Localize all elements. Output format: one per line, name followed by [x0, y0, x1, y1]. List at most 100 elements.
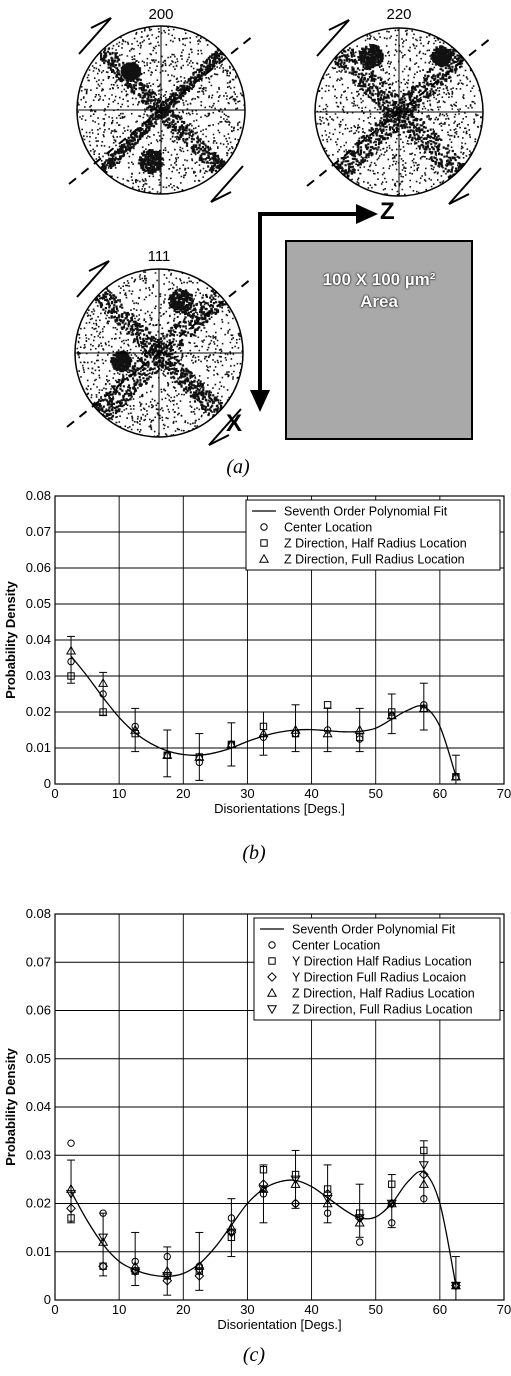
series-triangle-down: [65, 1161, 461, 1291]
data-point-triangle-down: [354, 1214, 365, 1224]
x-tick-label: 40: [304, 786, 318, 801]
data-point-circle: [67, 1139, 75, 1147]
data-point-circle: [388, 1219, 396, 1227]
pole-figure-111: [66, 260, 252, 446]
chart-b: 0 10 20 30 40 50 60 70 0 0.01 0.02 0.03 0.04 0.05 0.06…: [3, 490, 511, 816]
x-tick-label: 50: [368, 786, 382, 801]
data-point-circle: [131, 1257, 139, 1266]
data-point-triangle-down: [98, 1233, 109, 1243]
x-axis-label: Disorientations [Degs.]: [214, 801, 345, 816]
legend-entry-label: Seventh Order Polynomial Fit: [284, 505, 448, 519]
data-point-triangle-up: [162, 1265, 173, 1275]
data-point-triangle-down: [162, 1272, 173, 1282]
y-tick-label: 0.08: [26, 490, 51, 503]
chart-grid: [55, 914, 504, 1300]
shear-arrow-top: [78, 17, 112, 55]
pole-figure-220: [306, 19, 492, 205]
data-point-diamond: [66, 1203, 76, 1214]
legend-entry-label: Z Direction, Full Radius Location: [292, 1003, 473, 1017]
data-point-triangle-up: [130, 724, 141, 734]
x-axis-label: Disorientation [Degs.]: [217, 1317, 341, 1332]
data-point-triangle-down: [226, 1228, 237, 1238]
data-point-circle: [355, 1238, 364, 1246]
legend: Seventh Order Polynomial Fit Center Locat…: [253, 917, 501, 1021]
data-point-diamond: [322, 1188, 333, 1199]
shear-arrow-bottom: [210, 165, 244, 203]
measurement-area-box: 100 X 100 µm² Area: [285, 240, 473, 440]
data-point-circle: [163, 1252, 171, 1261]
data-point-square: [259, 1166, 268, 1174]
x-tick-label: 20: [176, 786, 190, 801]
data-point-triangle-down: [65, 1190, 77, 1200]
area-size-label: 100 X 100 µm²: [322, 270, 436, 289]
legend-entry-label: Z Direction, Half Radius Location: [284, 537, 467, 551]
data-point-triangle-up: [386, 710, 397, 720]
data-point-triangle-up: [98, 1236, 109, 1246]
data-point-square: [323, 701, 332, 709]
legend-box: [245, 499, 501, 571]
y-tick-label: 0.02: [26, 704, 51, 719]
data-point-triangle-up: [322, 728, 333, 738]
data-point-square: [355, 733, 364, 741]
error-bars: [67, 635, 460, 785]
data-point-circle: [260, 523, 268, 531]
error-bars: [67, 1140, 460, 1301]
shear-arrow-bottom: [208, 408, 242, 446]
data-point-triangle-up: [65, 645, 77, 655]
data-point-triangle-down: [266, 1005, 278, 1015]
x-axis-label: X: [226, 410, 243, 437]
data-point-circle: [195, 758, 204, 767]
data-point-circle: [99, 690, 107, 698]
shear-plane-line: [68, 35, 254, 185]
data-point-triangle-down: [290, 1175, 301, 1185]
data-point-triangle-up: [290, 724, 301, 734]
data-point-square: [420, 1146, 428, 1155]
x-tick-label: 20: [176, 1302, 190, 1317]
data-point-triangle-up: [226, 1222, 237, 1232]
legend-entry-label: Center Location: [284, 521, 372, 535]
data-point-triangle-up: [322, 1198, 333, 1208]
data-point-circle: [323, 726, 332, 734]
data-point-square: [291, 1170, 300, 1179]
z-axis-label: Z: [380, 198, 395, 225]
shear-arrow-top: [316, 19, 350, 57]
pole-figure-label: 200: [148, 6, 174, 23]
data-point-triangle-down: [130, 1267, 141, 1277]
x-tick-label: 60: [433, 786, 447, 801]
shear-plane-line: [66, 278, 252, 428]
data-point-circle: [291, 1199, 300, 1208]
data-point-square: [388, 708, 396, 716]
x-tick-label: 50: [368, 1302, 382, 1317]
y-tick-label: 0.06: [26, 560, 51, 575]
data-point-triangle-up: [418, 703, 429, 713]
data-point-circle: [259, 1190, 268, 1198]
data-point-square: [268, 957, 276, 965]
legend: Seventh Order Polynomial Fit Center Locat…: [245, 499, 501, 571]
data-point-square: [227, 1233, 236, 1241]
data-point-triangle-up: [354, 1217, 365, 1227]
data-point-diamond: [258, 1179, 269, 1190]
data-point-square: [67, 672, 75, 680]
figure-a-drawing: [66, 17, 492, 446]
data-point-diamond: [98, 1261, 109, 1272]
x-tick-label: 70: [497, 786, 511, 801]
caption-b: (b): [242, 842, 266, 864]
data-point-circle: [67, 657, 75, 666]
data-point-triangle-down: [450, 1281, 461, 1291]
data-point-triangle-down: [322, 1194, 333, 1204]
y-tick-label: 0.04: [26, 1099, 51, 1114]
data-point-triangle-up: [450, 771, 461, 781]
plot-area-frame: [54, 913, 505, 1301]
data-point-triangle-up: [290, 1178, 301, 1188]
data-point-square: [355, 1209, 364, 1217]
data-point-triangle-up: [65, 1183, 77, 1193]
y-tick-label: 0.07: [26, 524, 51, 539]
data-point-circle: [268, 941, 276, 949]
y-tick-label: 0.03: [26, 1147, 51, 1162]
y-tick-label: 0.04: [26, 632, 51, 647]
data-point-circle: [99, 1209, 107, 1217]
y-tick-label: 0: [44, 1292, 51, 1307]
data-point-triangle-up: [130, 1261, 141, 1270]
y-tick-label: 0.08: [26, 908, 51, 921]
x-axis-arrow: [250, 212, 270, 412]
